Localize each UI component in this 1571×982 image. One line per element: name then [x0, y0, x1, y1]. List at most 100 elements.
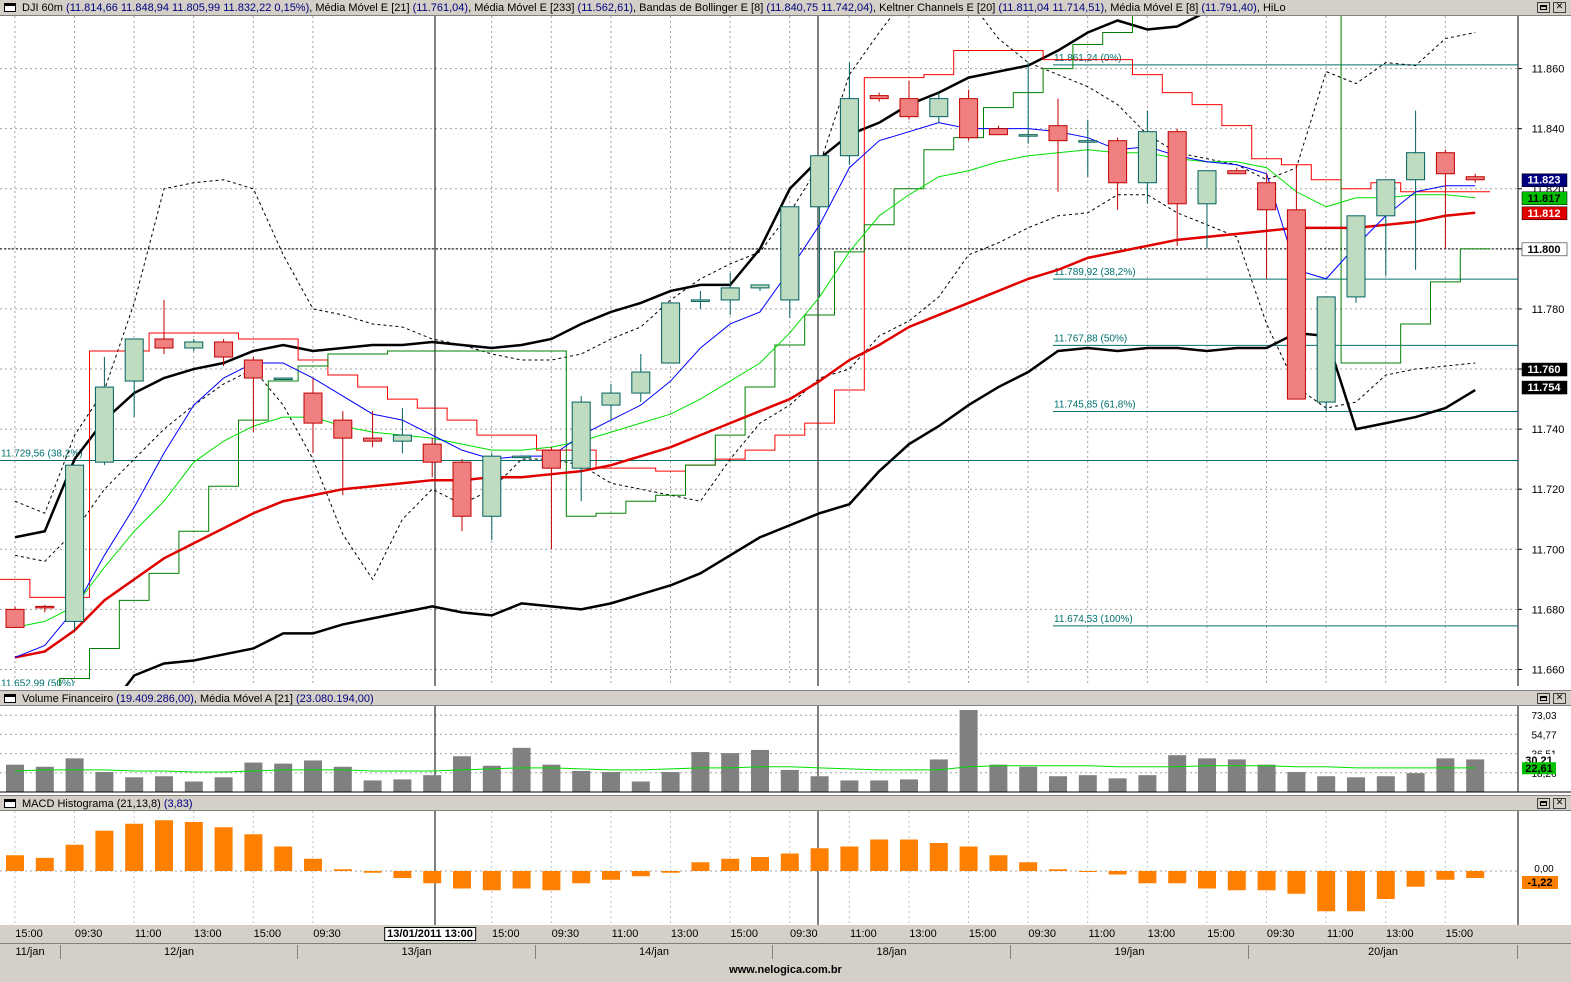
volume-bar [1227, 759, 1246, 792]
footer-credit: www.nelogica.com.br [729, 964, 842, 976]
date-label: 13/jan [298, 945, 536, 959]
volume-bar [780, 769, 799, 792]
macd-bar [989, 855, 1008, 871]
volume-bar [810, 776, 829, 792]
volume-bar [512, 747, 531, 792]
volume-bar [1436, 758, 1455, 792]
time-label: 13:00 [1386, 928, 1414, 940]
volume-bar [1049, 776, 1067, 792]
volume-bar [1257, 764, 1276, 792]
candle-body [1227, 170, 1247, 175]
date-label: 11/jan [0, 945, 61, 959]
volume-bar [602, 772, 620, 792]
ema21-value: (11.761,04) [412, 2, 469, 14]
fibonacci-label: 11.789,92 (38,2%) [1054, 267, 1136, 278]
macd-maximize-button[interactable] [1537, 798, 1550, 809]
time-label: 09:30 [313, 928, 341, 940]
price-tag [1521, 242, 1568, 257]
panel-menu-icon[interactable] [4, 3, 16, 12]
keltner-value: (11.811,04 11.714,51) [998, 2, 1105, 14]
panel-menu-icon[interactable] [4, 799, 16, 808]
volume-label: Volume Financeiro [22, 693, 114, 705]
candle-body [303, 392, 323, 424]
price-chart[interactable]: 11.86011.84011.82011.80011.78011.76011.7… [0, 16, 1571, 686]
volume-maximize-button[interactable] [1537, 693, 1550, 704]
macd-bar [870, 839, 889, 871]
time-label: 11:00 [1326, 928, 1354, 940]
volume-panel-titlebar: Volume Financeiro (19.409.286,00), Média… [0, 690, 1571, 706]
candle-body [512, 455, 532, 459]
candle-body [929, 98, 949, 118]
candle-body [65, 464, 85, 622]
candle-body [273, 377, 293, 381]
fibonacci-label: 11.767,88 (50%) [1054, 333, 1127, 344]
price-tick-label: 11.780 [1532, 304, 1565, 316]
price-tag-label: 11.754 [1527, 382, 1561, 394]
time-label: 09:30 [790, 928, 818, 940]
volume-ma-label: Média Móvel A [21] [199, 693, 293, 705]
price-tag-label: 11.812 [1527, 208, 1560, 220]
time-label: 13:00 [909, 928, 937, 940]
volume-bar [155, 776, 173, 792]
main-maximize-button[interactable] [1537, 2, 1550, 13]
volume-bar [35, 766, 54, 792]
ohlc-values: (11.814,66 11.848,94 11.805,99 11.832,22… [66, 2, 310, 14]
volume-bar [1317, 776, 1336, 792]
symbol-label: DJI 60m [22, 2, 63, 14]
macd-bar [1436, 871, 1455, 880]
macd-bar [751, 857, 769, 871]
panel-menu-icon[interactable] [4, 694, 16, 703]
macd-bar [1108, 871, 1127, 875]
macd-bar [1287, 871, 1306, 894]
macd-bar [244, 834, 263, 871]
candle-body [363, 437, 383, 442]
volume-bar [840, 780, 859, 792]
volume-bar [870, 780, 889, 792]
volume-tag-label: 22,61 [1525, 763, 1553, 775]
macd-bar [1347, 871, 1365, 912]
date-label: 14/jan [536, 945, 773, 959]
macd-bar [1406, 871, 1425, 887]
macd-bar [631, 871, 650, 877]
time-label: 09:30 [1028, 928, 1056, 940]
price-tick-label: 11.860 [1532, 64, 1565, 76]
macd-bar [780, 853, 799, 871]
macd-close-button[interactable]: ✕ [1553, 798, 1566, 809]
macd-bar [602, 871, 620, 880]
price-tick-label: 11.700 [1532, 544, 1565, 556]
candle-body [571, 401, 591, 469]
volume-bar [989, 764, 1008, 792]
time-cursor-label: 13/01/2011 13:00 [384, 927, 476, 941]
axis-corner [1518, 925, 1571, 943]
macd-bar [1198, 871, 1216, 889]
main-close-button[interactable]: ✕ [1553, 2, 1566, 13]
macd-bar [274, 846, 293, 871]
volume-close-button[interactable]: ✕ [1553, 693, 1566, 704]
macd-bar [1049, 869, 1067, 871]
macd-panel-title: MACD Histograma (21,13,8) (3,83) [22, 797, 193, 811]
candle-body [124, 338, 144, 382]
macd-bar [423, 871, 442, 884]
macd-chart[interactable]: 0,00 -1,22 [0, 811, 1571, 925]
time-label: 15:00 [492, 928, 520, 940]
price-tag [1521, 206, 1568, 221]
time-label: 15:00 [253, 928, 282, 940]
macd-bar [333, 869, 352, 871]
candle-body [1435, 152, 1455, 175]
time-label: 11:00 [850, 928, 877, 940]
macd-bar [304, 858, 322, 871]
volume-tag [1522, 762, 1556, 775]
volume-bar [929, 759, 948, 792]
macd-bar [482, 871, 501, 891]
macd-bar [542, 871, 561, 891]
candle-body [482, 455, 502, 517]
volume-bar [1078, 775, 1097, 792]
time-axis: 15:00 09:30 11:00 13:00 15:00 09:30 15:00 09:30… [0, 925, 1518, 943]
price-tag [1521, 173, 1568, 187]
volume-bar [1198, 758, 1216, 792]
candle-body [1465, 176, 1485, 181]
candle-body [1406, 152, 1426, 181]
date-label: 12/jan [61, 945, 298, 959]
main-panel-title: DJI 60m (11.814,66 11.848,94 11.805,99 1… [22, 2, 1286, 14]
